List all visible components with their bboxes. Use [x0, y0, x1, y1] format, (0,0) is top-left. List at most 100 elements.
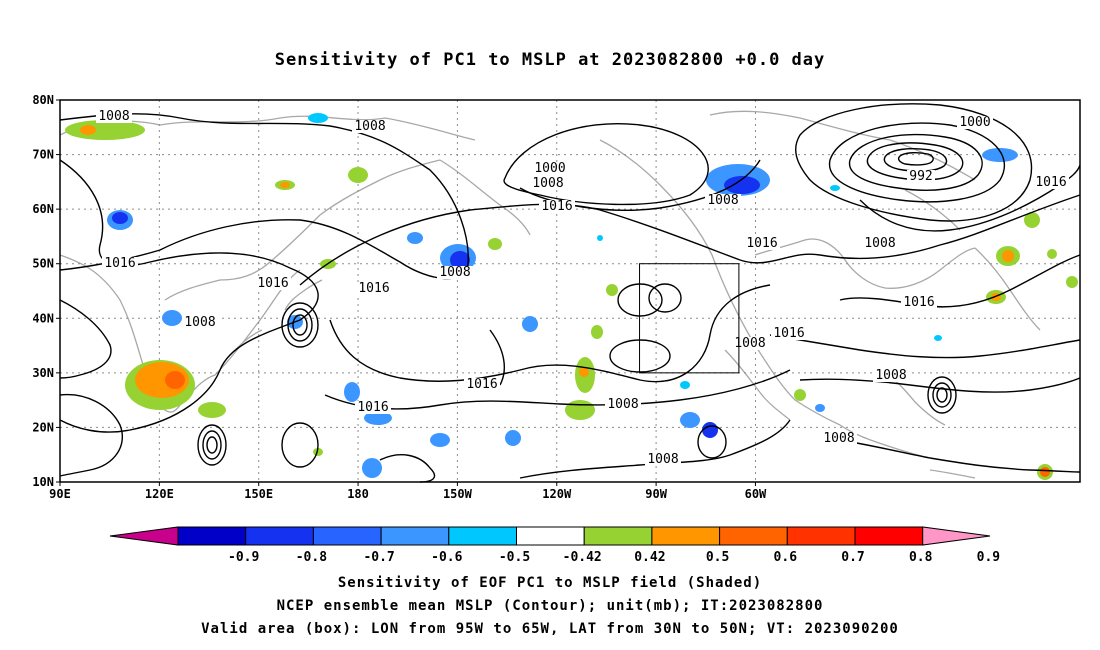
contour-label: 1008: [875, 368, 906, 383]
contour-label: 1008: [532, 176, 563, 191]
colorbar-label: 0.9: [977, 550, 1000, 565]
contour-label-bg: [705, 194, 741, 207]
contour-label-bg: [732, 337, 768, 350]
contour-label: 992: [909, 169, 932, 184]
shade-positive: [1040, 467, 1050, 477]
shade-negative: [162, 310, 182, 326]
shade-negative: [815, 404, 825, 412]
colorbar-segment: [245, 526, 314, 546]
contour-label: 1016: [903, 295, 934, 310]
shade-positive: [348, 167, 368, 183]
colorbar-segment: [312, 526, 382, 546]
shade-positive: [591, 325, 603, 339]
contour-label: 1016: [773, 326, 804, 341]
shade-positive: [488, 238, 502, 250]
shade-negative: [934, 335, 942, 341]
lon-label: 60W: [745, 487, 767, 501]
shade-negative: [597, 235, 603, 241]
contour-label: 1016: [466, 377, 497, 392]
lat-label: 40N: [32, 311, 54, 325]
contour-label-bg: [873, 369, 909, 382]
colorbar-label: -0.5: [499, 550, 530, 565]
contour-label-bg: [901, 296, 937, 309]
lat-label: 70N: [32, 148, 54, 162]
contour-label: 1008: [823, 431, 854, 446]
lat-lon-grid: [60, 100, 1080, 482]
lon-label: 90W: [645, 487, 667, 501]
colorbar-label: 0.42: [634, 550, 665, 565]
shade-positive: [80, 125, 96, 135]
contour-label-bg: [821, 432, 857, 445]
shade-positive: [1066, 276, 1078, 288]
contour-label: 1008: [647, 452, 678, 467]
colorbar-segment: [380, 526, 450, 546]
lon-label: 90E: [49, 487, 71, 501]
contour-label: 1016: [104, 256, 135, 271]
shade-positive: [65, 120, 145, 140]
colorbar-label: 0.6: [774, 550, 798, 565]
contour-label-bg: [530, 177, 566, 190]
lon-label: 120W: [542, 487, 572, 501]
shade-positive: [579, 367, 589, 377]
colorbar-label: -0.6: [431, 550, 462, 565]
contour-label-bg: [182, 316, 218, 329]
shade-negative: [362, 458, 382, 478]
contour-label: 1016: [1035, 175, 1066, 190]
contour-label: 1016: [357, 400, 388, 415]
contour-label-bg: [532, 162, 568, 175]
shade-negative: [702, 422, 718, 438]
contour-label-bg: [102, 257, 138, 270]
shade-negative: [344, 382, 360, 402]
colorbar-segment: [719, 526, 788, 546]
shade-positive: [198, 402, 226, 418]
valid-area-box: [639, 263, 740, 374]
colorbar-segment: [854, 526, 924, 546]
shade-positive: [1024, 212, 1040, 228]
colorbar-label: -0.7: [363, 550, 394, 565]
caption-valid-area: Valid area (box): LON from 95W to 65W, L…: [201, 621, 899, 637]
contour-label: 1008: [439, 265, 470, 280]
coastlines: [59, 110, 1041, 479]
caption-shaded: Sensitivity of EOF PC1 to MSLP field (Sh…: [337, 575, 763, 591]
shade-negative: [308, 113, 328, 123]
contour-label-bg: [255, 277, 291, 290]
contour-label: 1008: [707, 193, 738, 208]
map-frame: [59, 99, 1081, 483]
contour-label: 1008: [98, 109, 129, 124]
colorbar-segment: [651, 526, 721, 546]
contour-label: 1016: [541, 199, 572, 214]
caption-contour: NCEP ensemble mean MSLP (Contour); unit(…: [276, 598, 824, 614]
contour-label-bg: [96, 110, 132, 123]
contour-label: 1008: [184, 315, 215, 330]
contour-label-bg: [907, 170, 935, 183]
shade-positive: [606, 284, 618, 296]
longitude-labels: 90E 120E 150E 180 150W 120W 90W 60W: [49, 482, 767, 501]
colorbar-label: -0.9: [228, 550, 259, 565]
colorbar-segment: [786, 526, 856, 546]
lat-label: 20N: [32, 420, 54, 434]
colorbar-label: -0.42: [563, 550, 602, 565]
contour-label: 1000: [959, 115, 990, 130]
contour-label: 1008: [354, 119, 385, 134]
contour-label-bg: [1033, 176, 1069, 189]
shade-positive: [280, 182, 290, 188]
colorbar-min-arrow: [109, 526, 179, 546]
shade-negative: [830, 185, 840, 191]
map-title: Sensitivity of PC1 to MSLP at 2023082800…: [274, 50, 826, 70]
contour-label-bg: [539, 200, 575, 213]
contour-label-bg: [605, 398, 641, 411]
latitude-labels: 80N 70N 60N 50N 40N 30N 20N 10N: [32, 93, 60, 489]
colorbar-segment: [177, 526, 247, 546]
lon-label: 150W: [443, 487, 473, 501]
shade-positive: [1002, 250, 1014, 262]
colorbar-segment: [583, 526, 653, 546]
shade-positive: [565, 400, 595, 420]
contour-label-bg: [862, 237, 898, 250]
contour-label-bg: [355, 401, 391, 414]
lon-label: 180: [347, 487, 369, 501]
shade-negative: [982, 148, 1018, 162]
lon-label: 120E: [145, 487, 174, 501]
shade-negative: [505, 430, 521, 446]
shade-negative: [680, 412, 700, 428]
colorbar-max-arrow: [922, 526, 991, 546]
